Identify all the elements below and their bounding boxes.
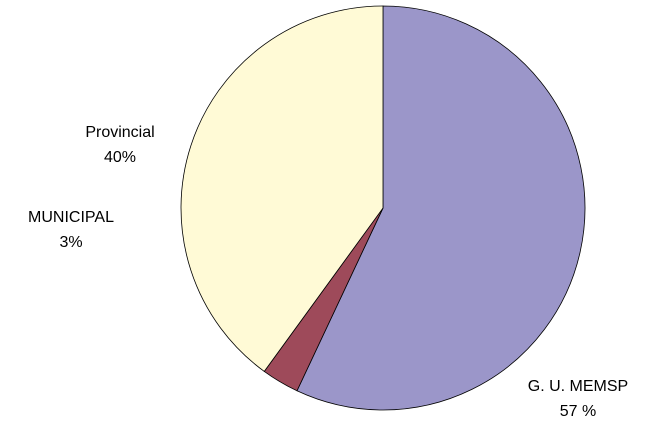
slice-label-municipal: MUNICIPAL 3% xyxy=(6,205,136,255)
slice-label-provincial: Provincial 40% xyxy=(55,120,185,170)
slice-label-memsp-name: G. U. MEMSP xyxy=(527,378,629,395)
slice-label-municipal-name: MUNICIPAL xyxy=(28,209,114,226)
slice-label-municipal-value: 3% xyxy=(59,234,83,251)
pie-slice-provincial xyxy=(180,5,384,372)
pie-slice-memsp xyxy=(296,5,586,411)
slice-label-provincial-name: Provincial xyxy=(85,124,155,141)
slice-label-memsp: G. U. MEMSP 57 % xyxy=(513,374,643,424)
slice-label-provincial-value: 40% xyxy=(103,149,137,166)
slice-label-memsp-value: 57 % xyxy=(559,403,597,420)
